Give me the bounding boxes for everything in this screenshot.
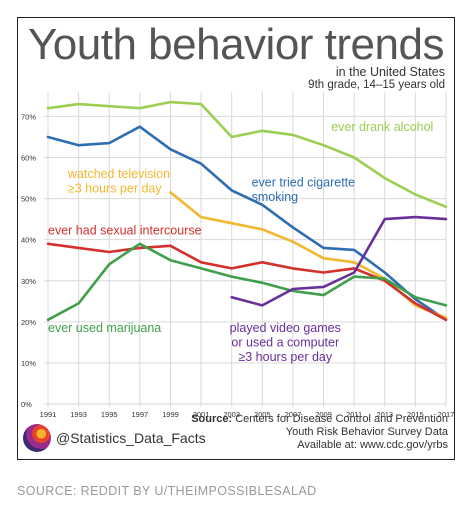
series-label-3: ever had sexual intercourse bbox=[48, 224, 202, 238]
series-line-played-video-games-or-used-a-computer-3-hours-per-day bbox=[230, 215, 448, 307]
source-label: Source: bbox=[191, 413, 233, 425]
x-tick-label: 1997 bbox=[132, 410, 149, 419]
chart-series bbox=[46, 100, 448, 322]
y-tick-label: 0% bbox=[21, 400, 32, 409]
x-tick-label: 1991 bbox=[40, 410, 57, 419]
x-tick-label: 2017 bbox=[438, 410, 455, 419]
series-label-2: watched television ≥3 hours per day bbox=[67, 167, 170, 196]
series-line-watched-television-3-hours-per-day bbox=[169, 191, 448, 319]
series-line-ever-used-marijuana bbox=[46, 242, 448, 322]
source-note: Source: Centers for Disease Control and … bbox=[191, 413, 448, 452]
chart-grid: 0% 10% 20% 30% 40% 50% 60% 70% 1991 1993 1995 1997 1… bbox=[21, 92, 454, 419]
source-line-0: Source: Centers for Disease Control and … bbox=[191, 413, 448, 426]
x-tick-label: 2013 bbox=[376, 410, 393, 419]
series-line-ever-drank-alcohol bbox=[46, 100, 448, 209]
x-tick-label: 1995 bbox=[101, 410, 118, 419]
chart-subtitle-age: 9th grade, 14–15 years old bbox=[308, 79, 445, 91]
image-source-footer: SOURCE: REDDIT BY U/THEIMPOSSIBLESALAD bbox=[17, 484, 317, 498]
chart-title: Youth behavior trends bbox=[28, 20, 444, 69]
brand-handle: @Statistics_Data_Facts bbox=[56, 430, 206, 446]
source-line-1: Youth Risk Behavior Survey Data bbox=[285, 426, 448, 438]
x-tick-label: 1993 bbox=[70, 410, 87, 419]
x-tick-label: 2001 bbox=[193, 410, 210, 419]
y-tick-label: 30% bbox=[21, 277, 36, 286]
x-tick-label: 2007 bbox=[285, 410, 302, 419]
chart-subtitle: in the United States bbox=[335, 65, 445, 79]
series-label-1: ever tried cigarette smoking bbox=[252, 175, 356, 204]
brand-logo-icon bbox=[23, 424, 51, 452]
x-tick-label: 1999 bbox=[162, 410, 179, 419]
brand: @Statistics_Data_Facts bbox=[23, 424, 206, 452]
x-tick-label: 2009 bbox=[315, 410, 332, 419]
x-tick-label: 2011 bbox=[346, 410, 362, 419]
series-label-0: ever drank alcohol bbox=[331, 120, 433, 134]
y-tick-label: 50% bbox=[21, 195, 36, 204]
x-tick-label: 2015 bbox=[407, 410, 424, 419]
series-labels: ever drank alcohol ever tried cigarette sm… bbox=[48, 120, 433, 364]
series-label-4: ever used marijuana bbox=[48, 321, 161, 335]
series-line-ever-tried-cigarette-smoking bbox=[46, 125, 448, 322]
series-line-ever-had-sexual-intercourse bbox=[46, 242, 448, 322]
x-tick-label: 2005 bbox=[254, 410, 271, 419]
chart-card: 0% 10% 20% 30% 40% 50% 60% 70% 1991 1993 1995 1997 1… bbox=[17, 17, 455, 460]
series-label-5: played video games or used a computer ≥3 h… bbox=[230, 321, 341, 364]
line-chart: 0% 10% 20% 30% 40% 50% 60% 70% 1991 1993 1995 1997 1… bbox=[21, 92, 454, 419]
y-tick-label: 10% bbox=[21, 359, 36, 368]
source-line-2: Available at: www.cdc.gov/yrbs bbox=[297, 439, 448, 451]
y-tick-label: 60% bbox=[21, 154, 36, 163]
y-tick-label: 70% bbox=[21, 112, 36, 121]
x-tick-label: 2003 bbox=[223, 410, 240, 419]
source-line-0-text: Centers for Disease Control and Preventi… bbox=[235, 413, 448, 425]
y-tick-label: 40% bbox=[21, 236, 36, 245]
y-tick-label: 20% bbox=[21, 318, 36, 327]
